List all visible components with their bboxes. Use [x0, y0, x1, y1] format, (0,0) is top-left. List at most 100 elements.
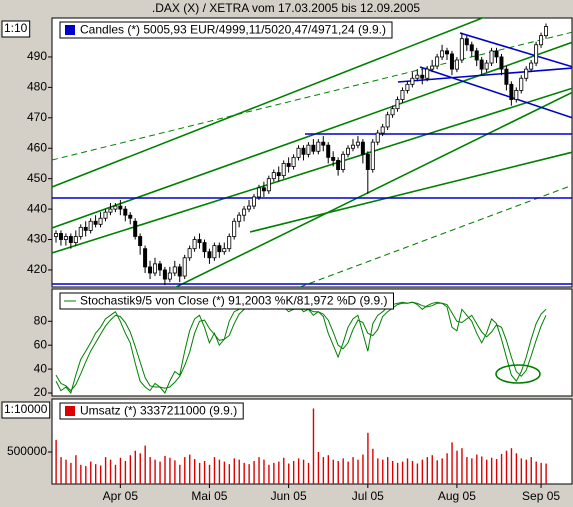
candle-body — [331, 156, 336, 161]
volume-bar — [164, 455, 166, 484]
volume-bar — [500, 453, 503, 484]
volume-bar — [60, 457, 62, 484]
candle-body — [499, 56, 504, 70]
candle-body — [212, 245, 217, 259]
volume-bar — [302, 459, 305, 484]
volume-bar — [466, 457, 468, 484]
candle-body — [143, 248, 148, 268]
scale-label-box — [1, 401, 51, 419]
candle-body — [484, 62, 489, 70]
volume-bar — [486, 459, 488, 484]
volume-bar — [218, 459, 221, 484]
candle-body — [113, 205, 118, 210]
candle-body — [148, 266, 153, 274]
legend-box — [59, 292, 394, 310]
candle-body — [385, 114, 390, 128]
candle-body — [375, 132, 380, 143]
legend-text: Candles (*) 5005,93 EUR/4999,11/5020,47/… — [80, 23, 386, 37]
candle-body — [449, 53, 454, 70]
candle-body — [128, 214, 133, 219]
legend-box — [59, 402, 244, 420]
candle-body — [58, 233, 63, 240]
volume-bar — [85, 466, 87, 484]
trendline — [299, 184, 572, 287]
volume-bar — [119, 457, 122, 484]
volume-bar — [149, 457, 151, 484]
volume-bar — [292, 460, 295, 484]
volume-bar — [169, 457, 171, 484]
candle-body — [88, 220, 93, 231]
volume-bar — [124, 460, 127, 484]
volume-bar — [94, 464, 97, 484]
candle-body — [192, 239, 197, 250]
volume-bar — [99, 465, 102, 484]
trendline — [174, 91, 572, 287]
x-tick-label: Aug 05 — [438, 489, 476, 503]
scale-label-box — [1, 20, 31, 38]
y-tick-label: 420 — [27, 262, 47, 276]
volume-bar — [278, 461, 280, 484]
volume-bar — [476, 454, 478, 484]
candle-body — [68, 236, 73, 243]
trendline — [52, 18, 485, 188]
volume-bar — [248, 464, 250, 484]
candle-body — [539, 35, 544, 46]
candle-body — [202, 242, 207, 253]
volume-bar — [337, 460, 339, 484]
legend-swatch — [65, 25, 75, 35]
volume-bar — [184, 457, 186, 484]
y-tick-label: 470 — [27, 110, 47, 124]
volume-bar — [253, 460, 255, 484]
x-tick-label: Jun 05 — [271, 489, 307, 503]
candle-body — [360, 141, 365, 155]
volume-bar — [411, 460, 414, 484]
candle-body — [83, 226, 88, 231]
scale-label: 1:10000 — [4, 402, 48, 416]
chart-title: .DAX (X) / XETRA vom 17.03.2005 bis 12.0… — [152, 1, 420, 15]
scale-label: 1:10 — [4, 21, 28, 35]
volume-bar — [451, 442, 453, 484]
y-tick-label: 20 — [34, 385, 48, 399]
volume-bar — [441, 458, 443, 484]
y-tick-label: 480 — [27, 80, 47, 94]
volume-bar — [456, 450, 458, 484]
candle-body — [237, 214, 242, 222]
volume-bar — [55, 439, 57, 484]
legend: Umsatz (*) 3337211000 (9.9.) — [59, 402, 244, 420]
candle-body — [454, 59, 459, 70]
trendlines — [52, 18, 572, 287]
volume-bar — [377, 458, 379, 484]
volume-bar — [342, 458, 344, 484]
volume-bar — [396, 462, 399, 484]
volume-bar — [505, 450, 508, 484]
volume-bar — [362, 454, 364, 484]
volume-bar — [352, 457, 354, 484]
volume-bar — [208, 464, 211, 484]
candle-body — [177, 266, 182, 277]
volume-bar — [322, 457, 325, 484]
volume-bar — [436, 460, 438, 484]
volume-bar — [535, 461, 537, 484]
candle-body — [73, 236, 78, 243]
volume-bar — [317, 451, 320, 484]
x-tick-label: Mai 05 — [191, 489, 227, 503]
candle-body — [207, 251, 212, 259]
candle-body — [247, 205, 252, 210]
volume-bar — [520, 458, 523, 484]
volume-bar — [307, 462, 310, 484]
volume-bar — [382, 459, 384, 484]
candle-body — [261, 187, 266, 192]
candle-body — [459, 38, 464, 61]
volume-bar — [357, 459, 359, 484]
candle-body — [311, 144, 316, 152]
volume-bar — [75, 455, 77, 484]
volume-bar — [401, 461, 404, 484]
legend-text: Umsatz (*) 3337211000 (9.9.) — [80, 404, 237, 418]
candle-body — [405, 83, 410, 91]
volume-bar — [198, 462, 201, 484]
candle-body — [514, 90, 519, 100]
y-tick-label: 440 — [27, 201, 47, 215]
candle-body — [365, 153, 370, 170]
y-tick-label: 80 — [34, 313, 48, 327]
highlight-ellipse — [495, 364, 541, 384]
